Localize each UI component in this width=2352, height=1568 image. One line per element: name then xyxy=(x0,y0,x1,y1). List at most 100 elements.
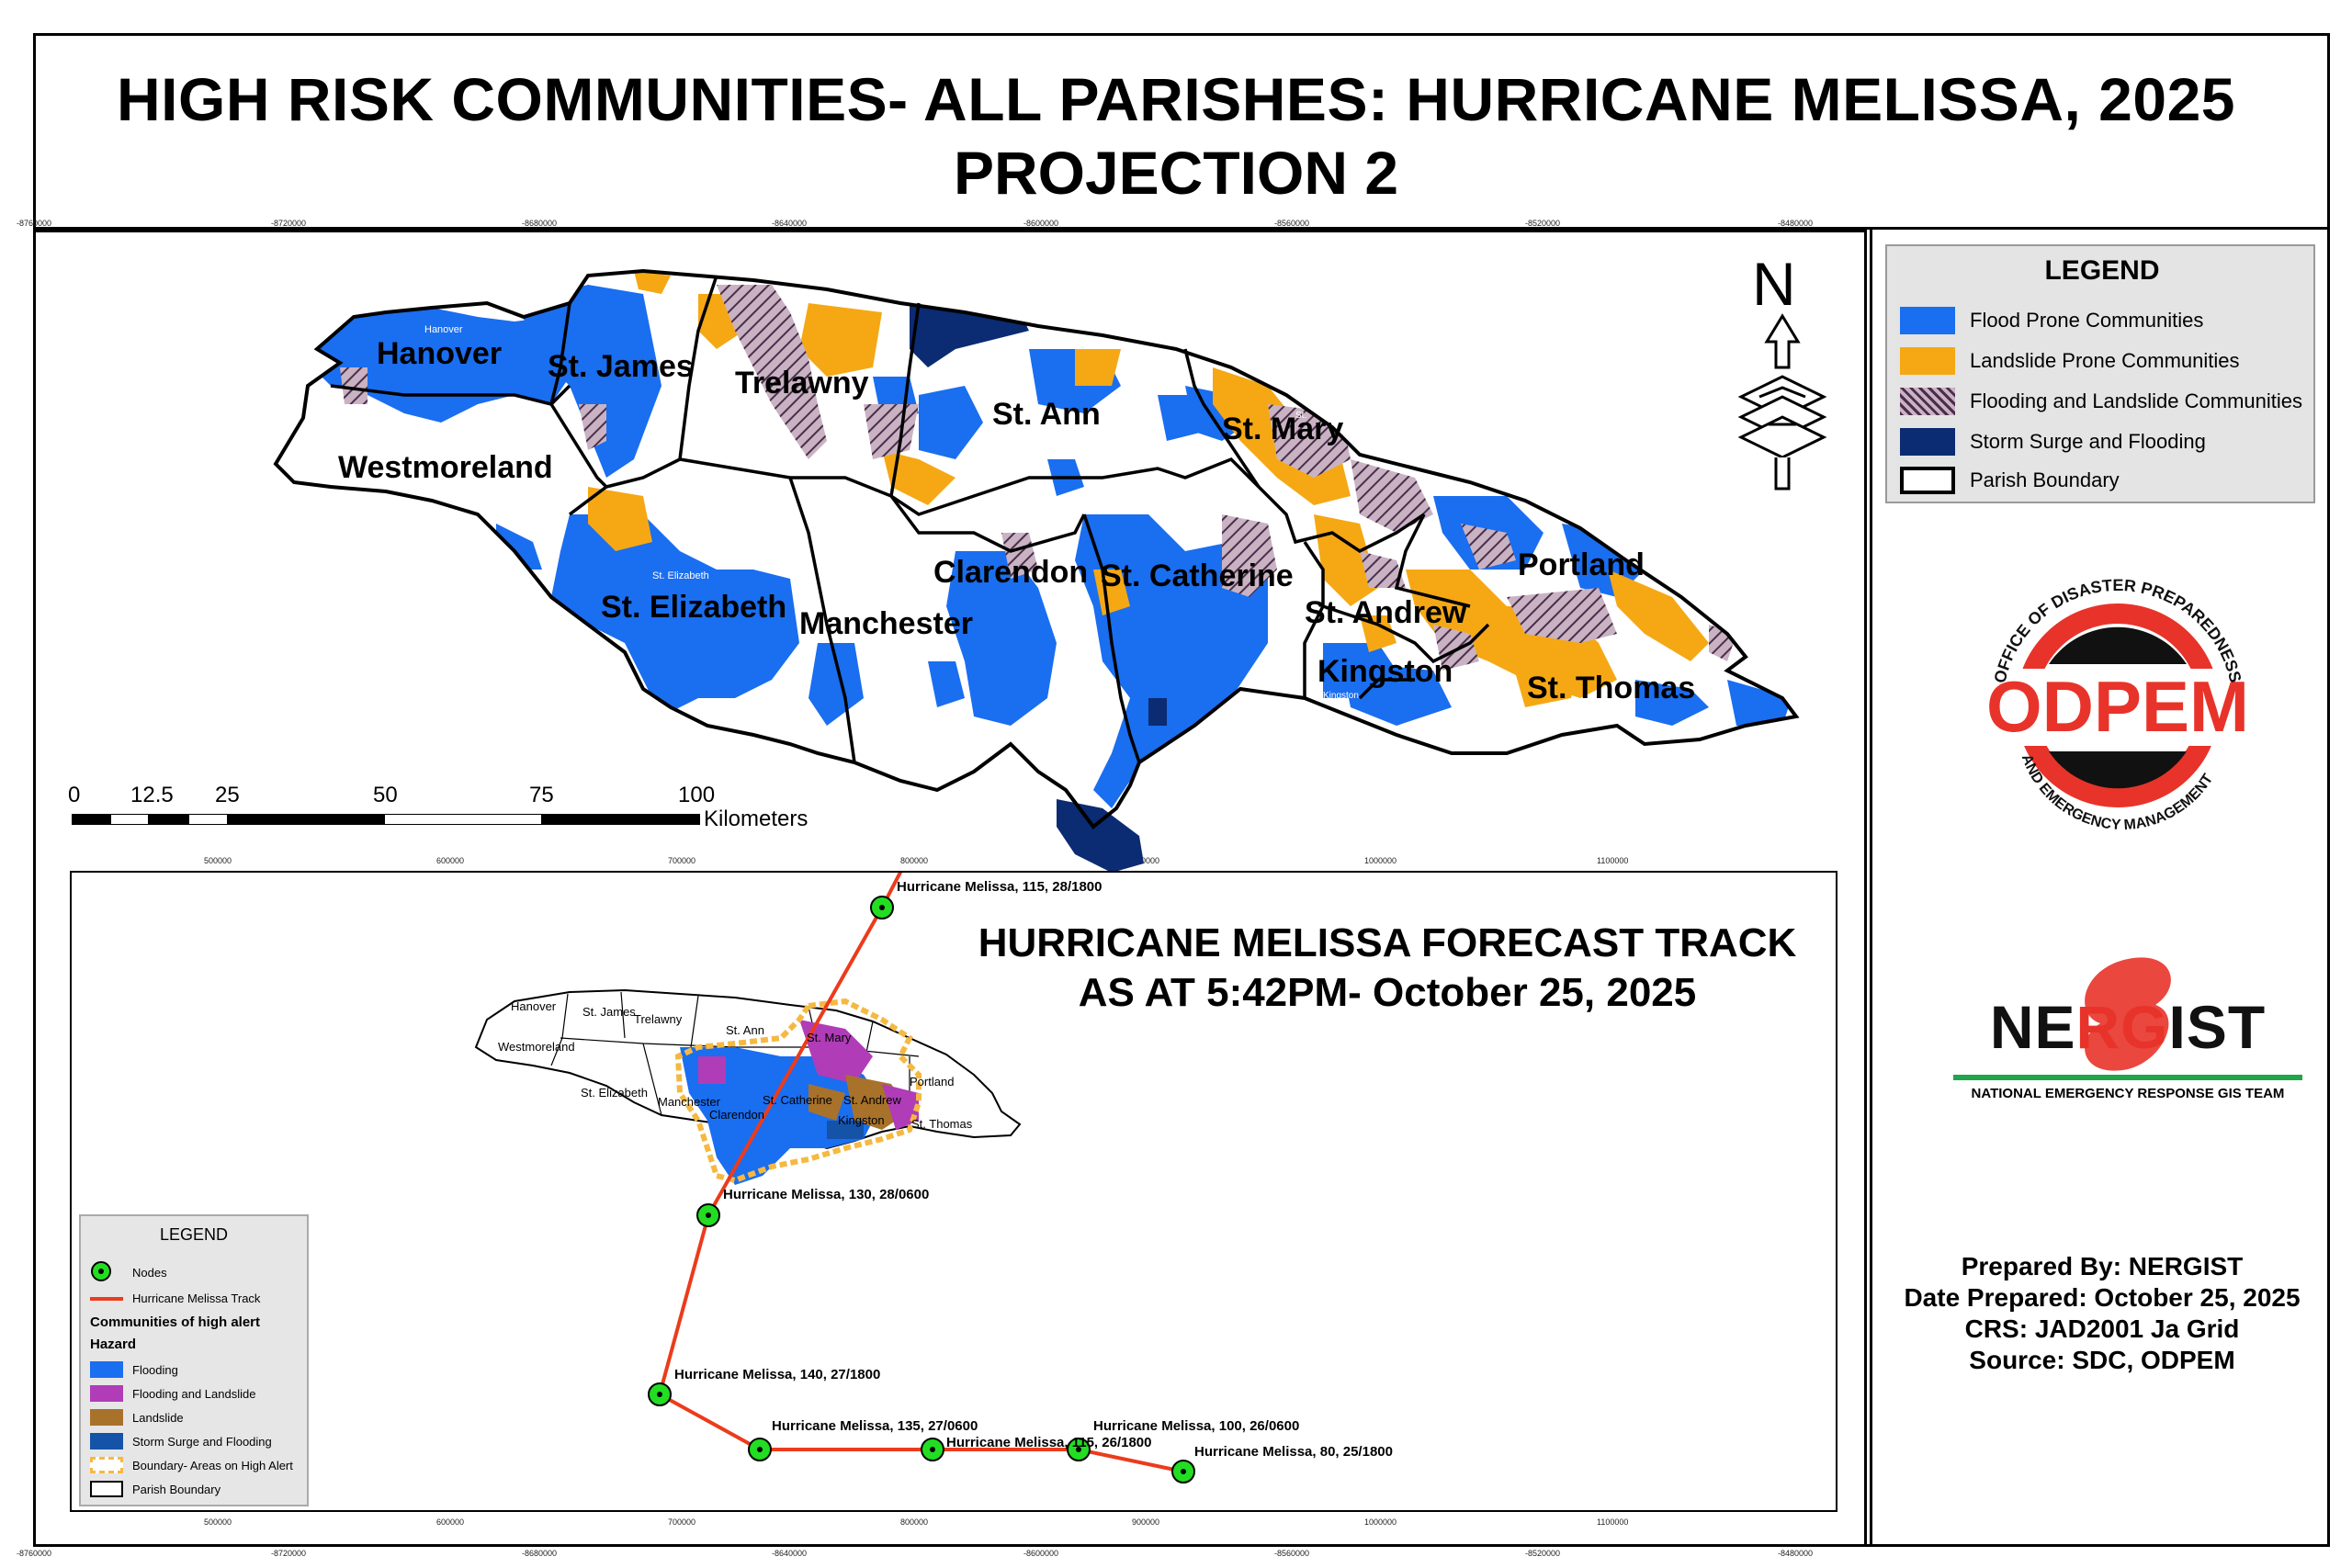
inset-legend-section: Communities of high alert Hazard xyxy=(90,1314,261,1352)
small-map-label: Westm xyxy=(450,431,481,442)
grid-tick: 700000 xyxy=(668,1517,696,1527)
crs: CRS: JAD2001 Ja Grid xyxy=(1964,1314,2240,1343)
grid-tick: -8640000 xyxy=(772,219,808,228)
forecast-subtitle: AS AT 5:42PM- October 25, 2025 xyxy=(1078,970,1697,1015)
nergist-subtitle: NATIONAL EMERGENCY RESPONSE GIS TEAM xyxy=(1971,1086,2285,1101)
prepared-by: Prepared By: NERGIST xyxy=(1961,1252,2244,1280)
inset-parish-label: St. Catherine xyxy=(763,1093,832,1107)
node-28-0600 xyxy=(696,1203,720,1227)
grid-tick: -8480000 xyxy=(1778,1549,1814,1558)
grid-tick: -8720000 xyxy=(271,1549,307,1558)
node-26-1800 xyxy=(921,1438,944,1461)
grid-tick: 500000 xyxy=(204,1517,232,1527)
forecast-title: HURRICANE MELISSA FORECAST TRACK xyxy=(978,920,1797,965)
grid-tick: -8480000 xyxy=(1778,219,1814,228)
grid-tick: 1000000 xyxy=(1364,856,1397,865)
legend-label: Storm Surge and Flooding xyxy=(1970,430,2206,453)
inset-legend-swatch xyxy=(90,1385,123,1402)
node-27-1800 xyxy=(648,1382,672,1406)
inset-parish-label: Westmoreland xyxy=(498,1040,575,1054)
legend-label: Parish Boundary xyxy=(1970,468,2120,491)
inset-legend-swatch xyxy=(90,1481,123,1497)
node-label: Hurricane Melissa, 100, 26/0600 xyxy=(1093,1418,1300,1434)
grid-tick: -8520000 xyxy=(1525,1549,1561,1558)
inset-legend-swatch xyxy=(90,1457,123,1473)
grid-tick: 500000 xyxy=(204,856,232,865)
grid-tick: -8560000 xyxy=(1274,1549,1310,1558)
scale-unit-label: Kilometers xyxy=(704,807,808,831)
inset-legend-label: Nodes xyxy=(132,1266,167,1280)
inset-parish-label: Kingston xyxy=(838,1113,885,1127)
hurricane-icon xyxy=(2085,957,2171,1071)
nergist-logo: NERGIST NATIONAL EMERGENCY RESPONSE GIS … xyxy=(1953,950,2302,1115)
inset-legend-label: Flooding xyxy=(132,1362,178,1377)
node-label: Hurricane Melissa, 135, 27/0600 xyxy=(772,1418,978,1434)
grid-tick: -8760000 xyxy=(17,219,52,228)
small-map-label: Kingston xyxy=(1323,691,1359,701)
parish-boundaries xyxy=(330,275,1490,763)
node-28-1800 xyxy=(870,896,894,919)
node-label: Hurricane Melissa, 130, 28/0600 xyxy=(723,1187,930,1202)
grid-tick: -8760000 xyxy=(17,1549,52,1558)
legend-label: Flood Prone Communities xyxy=(1970,309,2204,332)
grid-tick: -8600000 xyxy=(1023,1549,1059,1558)
scale-tick-label: 100 xyxy=(678,783,716,807)
node-label: Hurricane Melissa, 115, 28/1800 xyxy=(897,879,1102,895)
grid-tick: -8560000 xyxy=(1274,219,1310,228)
scale-tick-label: 12.5 xyxy=(130,783,174,807)
grid-tick: -8680000 xyxy=(522,1549,558,1558)
grid-tick: 800000 xyxy=(900,856,929,865)
map-title: HIGH RISK COMMUNITIES- ALL PARISHES: HUR… xyxy=(116,65,2235,133)
legend-swatch-parish-boundary xyxy=(1900,467,1955,494)
node-label: Hurricane Melissa, 115, 26/1800 xyxy=(946,1435,1152,1450)
inset-parish-label: Portland xyxy=(910,1075,955,1089)
legend-swatch-landslide xyxy=(1900,347,1955,375)
inset-parish-label: St. Thomas xyxy=(911,1117,973,1131)
grid-tick: -8680000 xyxy=(522,219,558,228)
grid-tick: -8600000 xyxy=(1023,219,1059,228)
scale-tick-label: 75 xyxy=(529,783,554,807)
parish-label-st-james: St. James xyxy=(548,349,694,384)
grid-tick: 1000000 xyxy=(1364,1517,1397,1527)
inset-parish-label: St. Mary xyxy=(807,1031,852,1044)
grid-tick: 600000 xyxy=(436,856,465,865)
storm-surge-outlier xyxy=(1057,799,1144,873)
inset-legend-swatch xyxy=(90,1409,123,1426)
parish-label-trelawny: Trelawny xyxy=(735,366,869,400)
grid-tick: -8720000 xyxy=(271,219,307,228)
scale-tick-label: 0 xyxy=(68,783,81,807)
north-arrow-icon: N xyxy=(1737,250,1827,491)
node-27-0600 xyxy=(748,1438,772,1461)
legend-label: Landslide Prone Communities xyxy=(1970,349,2240,372)
parish-label-westmoreland: Westmoreland xyxy=(338,450,553,485)
grid-tick: 600000 xyxy=(436,1517,465,1527)
grid-tick: -8520000 xyxy=(1525,219,1561,228)
source: Source: SDC, ODPEM xyxy=(1969,1346,2235,1374)
node-25-1800 xyxy=(1171,1460,1195,1483)
legend-swatch-flood xyxy=(1900,307,1955,334)
parish-label-st-elizabeth: St. Elizabeth xyxy=(601,590,787,625)
inset-legend-title: LEGEND xyxy=(159,1225,229,1244)
inset-legend-label: Hurricane Melissa Track xyxy=(132,1292,261,1305)
high-alert-boundary xyxy=(674,998,922,1184)
inset-parish-label: Hanover xyxy=(511,999,557,1013)
inset-legend-label: Parish Boundary xyxy=(132,1482,221,1496)
parish-label-portland: Portland xyxy=(1518,547,1645,582)
inset-hazard-fills xyxy=(680,1020,919,1185)
nergist-text-b: RG xyxy=(2075,993,2169,1061)
grid-tick: 1100000 xyxy=(1597,1517,1629,1527)
parish-label-st-catherine: St. Catherine xyxy=(1101,558,1294,593)
inset-legend: LEGEND Nodes Hurricane Melissa Track Com… xyxy=(79,1214,309,1506)
scale-bar: 0 12.5 25 50 75 100 Kilometers xyxy=(64,783,808,838)
parish-label-st-andrew: St. Andrew xyxy=(1305,595,1467,630)
small-map-label: St. Elizabeth xyxy=(652,570,709,581)
nergist-text-a: NE xyxy=(1989,993,2076,1061)
parish-label-st-ann: St. Ann xyxy=(992,397,1101,432)
grid-tick: -8640000 xyxy=(772,1549,808,1558)
inset-parish-label: St. Ann xyxy=(726,1023,764,1037)
grid-tick: 1100000 xyxy=(1597,856,1629,865)
legend-panel: LEGEND Flood Prone Communities Landslide… xyxy=(1885,244,2315,503)
track-line-icon xyxy=(90,1296,123,1301)
parish-label-manchester: Manchester xyxy=(799,606,973,641)
